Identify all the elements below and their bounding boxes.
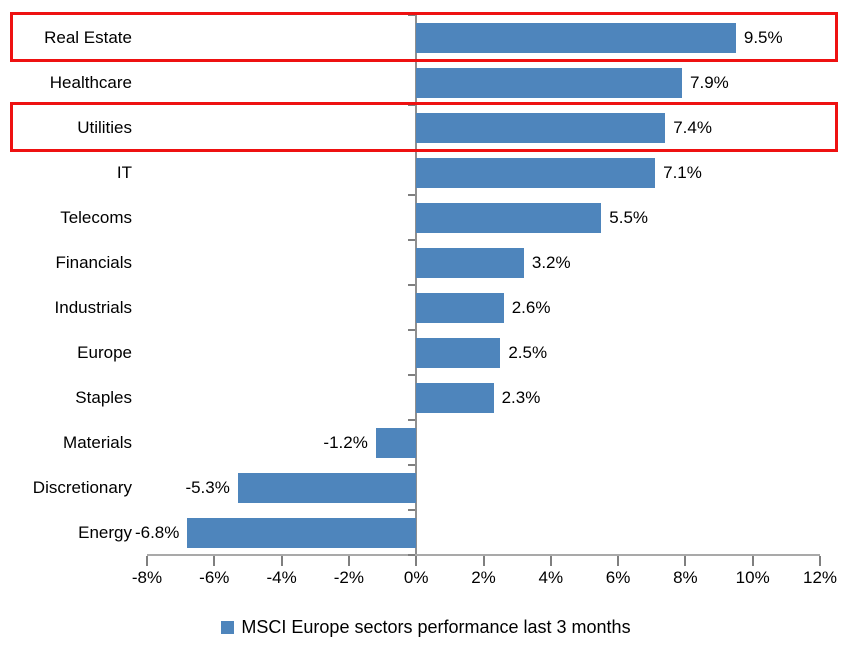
- bar-europe: [416, 337, 501, 368]
- bar-financials: [416, 247, 524, 278]
- category-label-industrials: Industrials: [54, 298, 132, 317]
- bar-it: [416, 157, 656, 188]
- category-label-it: IT: [116, 163, 132, 182]
- x-axis-tick-label: 2%: [471, 568, 496, 587]
- category-axis-tick: [408, 464, 416, 466]
- x-axis-tick: [415, 556, 418, 566]
- x-axis-tick: [751, 556, 754, 566]
- category-axis-tick: [408, 14, 416, 16]
- x-axis-tick: [146, 556, 148, 566]
- value-label-staples: 2.3%: [501, 388, 541, 407]
- legend: MSCI Europe sectors performance last 3 m…: [0, 611, 852, 643]
- x-axis-tick-label: -2%: [333, 568, 364, 587]
- legend-swatch-icon: [221, 620, 235, 634]
- value-label-healthcare: 7.9%: [690, 73, 729, 92]
- value-label-industrials: 2.6%: [511, 298, 551, 317]
- x-axis-tick-label: 8%: [673, 568, 698, 587]
- x-axis-tick-label: -4%: [266, 568, 297, 587]
- category-label-utilities: Utilities: [77, 118, 132, 137]
- category-label-financials: Financials: [55, 253, 132, 272]
- value-axis-line: [147, 554, 820, 556]
- value-label-it: 7.1%: [663, 163, 702, 182]
- highlight-box-utilities: [10, 102, 838, 152]
- x-axis-tick: [280, 556, 283, 566]
- highlight-box-real-estate: [10, 12, 838, 62]
- value-label-energy: -6.8%: [134, 523, 180, 542]
- x-axis-tick: [347, 556, 350, 566]
- x-axis-tick-label: 10%: [735, 568, 770, 587]
- x-axis-tick: [482, 556, 485, 566]
- bar-industrials: [416, 292, 504, 323]
- category-label-telecoms: Telecoms: [60, 208, 132, 227]
- x-axis-tick-label: 4%: [538, 568, 564, 587]
- category-axis-tick: [408, 419, 416, 421]
- bar-materials: [375, 427, 417, 458]
- x-axis-tick: [213, 556, 216, 566]
- category-axis-line: [415, 15, 418, 554]
- x-axis-tick-label: -6%: [199, 568, 230, 587]
- legend-label: MSCI Europe sectors performance last 3 m…: [241, 616, 631, 637]
- category-axis-tick: [408, 554, 416, 556]
- value-label-utilities: 7.4%: [673, 118, 712, 137]
- value-label-discretionary: -5.3%: [185, 478, 230, 497]
- category-axis-tick: [408, 284, 416, 286]
- category-label-europe: Europe: [77, 343, 132, 362]
- bar-utilities: [416, 112, 666, 143]
- category-label-healthcare: Healthcare: [49, 73, 132, 92]
- category-label-discretionary: Discretionary: [32, 478, 132, 497]
- bar-real-estate: [416, 22, 736, 53]
- bar-healthcare: [416, 67, 683, 98]
- category-label-materials: Materials: [63, 433, 132, 452]
- x-axis-tick-label: 12%: [802, 568, 838, 587]
- bar-telecoms: [416, 202, 602, 233]
- category-axis-tick: [408, 239, 416, 241]
- value-label-materials: -1.2%: [323, 433, 368, 452]
- x-axis-tick-label: 6%: [605, 568, 631, 587]
- category-axis-tick: [408, 374, 416, 376]
- x-axis-tick-label: -8%: [131, 568, 163, 587]
- category-axis-tick: [408, 329, 416, 331]
- x-axis-tick: [617, 556, 620, 566]
- bar-discretionary: [237, 472, 417, 503]
- bar-energy: [187, 517, 417, 548]
- x-axis-tick: [819, 556, 821, 566]
- category-label-real-estate: Real Estate: [44, 28, 132, 47]
- value-label-financials: 3.2%: [531, 253, 571, 272]
- value-label-real-estate: 9.5%: [743, 28, 783, 47]
- category-label-energy: Energy: [78, 523, 132, 542]
- x-axis-tick: [549, 556, 552, 566]
- category-axis-tick: [408, 104, 416, 106]
- value-label-telecoms: 5.5%: [609, 208, 649, 227]
- category-axis-tick: [408, 509, 416, 511]
- category-axis-tick: [408, 194, 416, 196]
- value-label-europe: 2.5%: [508, 343, 548, 362]
- x-axis-tick: [684, 556, 687, 566]
- category-label-staples: Staples: [75, 388, 132, 407]
- x-axis-tick-label: 0%: [403, 568, 429, 587]
- bar-staples: [416, 382, 494, 413]
